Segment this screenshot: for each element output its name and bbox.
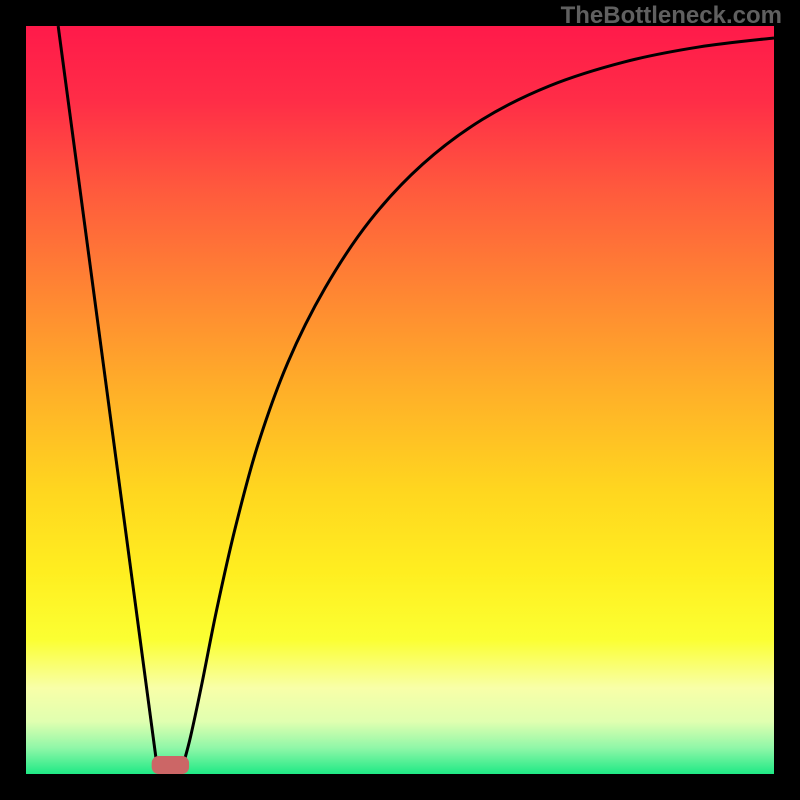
watermark-text: TheBottleneck.com (561, 2, 782, 30)
chart-container: TheBottleneck.com (0, 0, 800, 800)
curves-layer (26, 26, 774, 774)
left-branch-line (58, 26, 157, 765)
minimum-marker (152, 756, 189, 774)
right-branch-curve (183, 38, 774, 765)
